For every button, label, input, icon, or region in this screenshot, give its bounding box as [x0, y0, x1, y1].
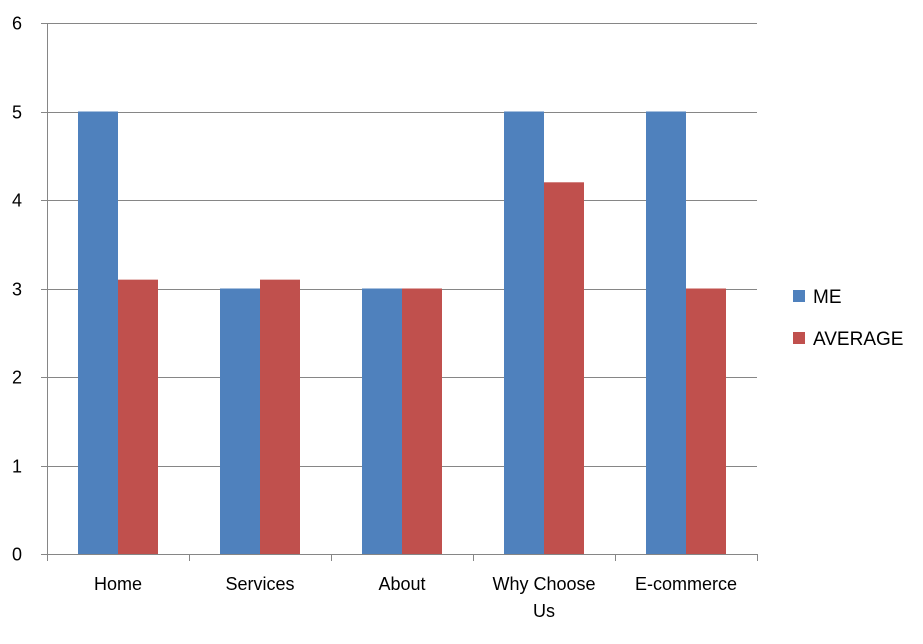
- bar-average-about: [402, 288, 442, 554]
- legend-label-me: ME: [813, 287, 842, 308]
- x-tick-label: Home: [94, 574, 142, 594]
- bar-average-why-choose-us: [544, 182, 584, 555]
- y-tick-label: 3: [12, 280, 22, 300]
- y-tick-label: 5: [12, 103, 22, 123]
- legend-swatch-me: [793, 290, 805, 302]
- y-tick-label: 2: [12, 368, 22, 388]
- bar-me-about: [362, 288, 402, 554]
- bar-average-e-commerce: [686, 288, 726, 554]
- y-tick-label: 0: [12, 545, 22, 565]
- legend: ME AVERAGE: [793, 287, 903, 350]
- bar-me-why-choose-us: [504, 111, 544, 554]
- bar-me-services: [220, 288, 260, 554]
- y-tick-labels: 0 1 2 3 4 5 6: [12, 14, 22, 565]
- legend-swatch-average: [793, 332, 805, 344]
- x-tick-label: Services: [225, 574, 294, 594]
- bar-average-services: [260, 279, 300, 554]
- axes: [41, 23, 758, 561]
- x-tick-label: Why Choose Us: [492, 574, 595, 621]
- y-tick-label: 1: [12, 457, 22, 477]
- bars: [78, 111, 726, 555]
- legend-label-average: AVERAGE: [813, 329, 903, 350]
- x-tick-label: About: [378, 574, 425, 594]
- x-tick-label: E-commerce: [635, 574, 737, 594]
- y-tick-label: 6: [12, 14, 22, 34]
- bar-me-home: [78, 111, 118, 554]
- bar-me-e-commerce: [646, 111, 686, 554]
- x-tick-labels: Home Services About Why Choose Us E-commerce: [94, 574, 737, 621]
- bar-average-home: [118, 279, 158, 554]
- y-tick-label: 4: [12, 191, 22, 211]
